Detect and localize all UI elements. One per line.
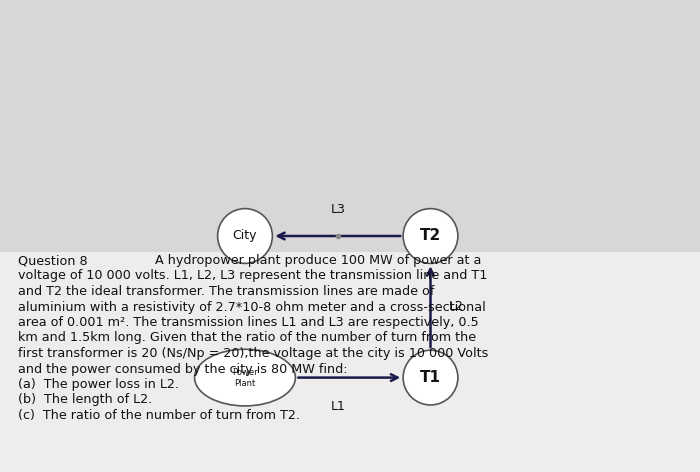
Text: L3: L3	[330, 202, 346, 216]
Text: and T2 the ideal transformer. The transmission lines are made of: and T2 the ideal transformer. The transm…	[18, 285, 435, 298]
Circle shape	[403, 209, 458, 263]
Circle shape	[218, 209, 272, 263]
Text: and the power consumed by the city is 80 MW find:: and the power consumed by the city is 80…	[18, 362, 348, 376]
Text: voltage of 10 000 volts. L1, L2, L3 represent the transmission line and T1: voltage of 10 000 volts. L1, L2, L3 repr…	[18, 270, 487, 283]
Text: Power
Plant: Power Plant	[232, 368, 258, 388]
Text: area of 0.001 m². The transmission lines L1 and L3 are respectively, 0.5: area of 0.001 m². The transmission lines…	[18, 316, 479, 329]
FancyBboxPatch shape	[0, 0, 700, 252]
Text: (c)  The ratio of the number of turn from T2.: (c) The ratio of the number of turn from…	[18, 409, 300, 422]
Text: (b)  The length of L2.: (b) The length of L2.	[18, 394, 153, 406]
FancyBboxPatch shape	[0, 252, 700, 472]
Circle shape	[403, 350, 458, 405]
Text: (a)  The power loss in L2.: (a) The power loss in L2.	[18, 378, 179, 391]
Text: Question 8: Question 8	[18, 254, 88, 267]
Text: L2: L2	[449, 300, 464, 313]
Ellipse shape	[195, 349, 295, 406]
Text: L1: L1	[330, 400, 346, 413]
Text: A hydropower plant produce 100 MW of power at a: A hydropower plant produce 100 MW of pow…	[155, 254, 482, 267]
Text: aluminium with a resistivity of 2.7*10-8 ohm meter and a cross-sectional: aluminium with a resistivity of 2.7*10-8…	[18, 301, 486, 313]
Text: km and 1.5km long. Given that the ratio of the number of turn from the: km and 1.5km long. Given that the ratio …	[18, 331, 476, 345]
Text: first transformer is 20 (Ns/Np = 20),the voltage at the city is 10 000 Volts: first transformer is 20 (Ns/Np = 20),the…	[18, 347, 489, 360]
Text: City: City	[232, 229, 258, 243]
Text: T2: T2	[420, 228, 441, 244]
Text: T1: T1	[420, 370, 441, 385]
